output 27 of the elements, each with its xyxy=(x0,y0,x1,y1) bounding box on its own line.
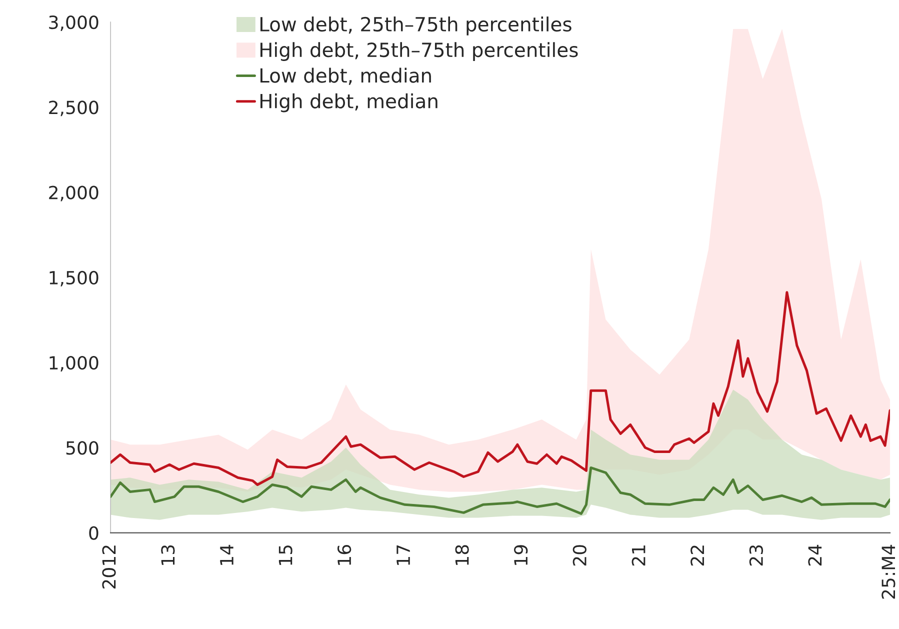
x-tick-label: 25:M4 xyxy=(882,544,896,599)
x-tick-label: 20 xyxy=(572,545,586,566)
x-tick-label: 17 xyxy=(396,545,410,565)
y-tick-label: 0 xyxy=(89,526,98,540)
x-tick-label: 2012 xyxy=(102,546,116,588)
x-tick-label: 23 xyxy=(749,545,764,566)
legend-label: High debt, 25th–75th percentiles xyxy=(260,42,578,61)
line-series xyxy=(110,291,890,486)
legend-label: Low debt, median xyxy=(260,68,431,85)
x-tick-label: 13 xyxy=(161,545,175,565)
x-tick-label: 19 xyxy=(514,545,528,565)
y-tick-label: 500 xyxy=(66,441,98,455)
legend-label: Low debt, 25th–75th percentiles xyxy=(260,16,572,36)
x-tick-label: 16 xyxy=(337,545,352,565)
legend-label: High debt, median xyxy=(260,93,438,112)
x-tick-label: 22 xyxy=(690,546,704,566)
x-tick-label: 24 xyxy=(808,544,822,566)
y-tick-label: 2,500 xyxy=(49,100,98,116)
y-tick-label: 2,000 xyxy=(49,186,98,202)
y-tick-label: 1,000 xyxy=(50,356,98,372)
line-series xyxy=(110,466,890,515)
y-tick-label: 1,500 xyxy=(50,270,98,286)
y-tick-label: 3,000 xyxy=(49,15,98,31)
x-tick-label: 14 xyxy=(220,544,234,565)
x-tick-label: 18 xyxy=(455,545,469,565)
x-tick-label: 21 xyxy=(632,546,646,566)
x-tick-label: 15 xyxy=(278,545,292,565)
